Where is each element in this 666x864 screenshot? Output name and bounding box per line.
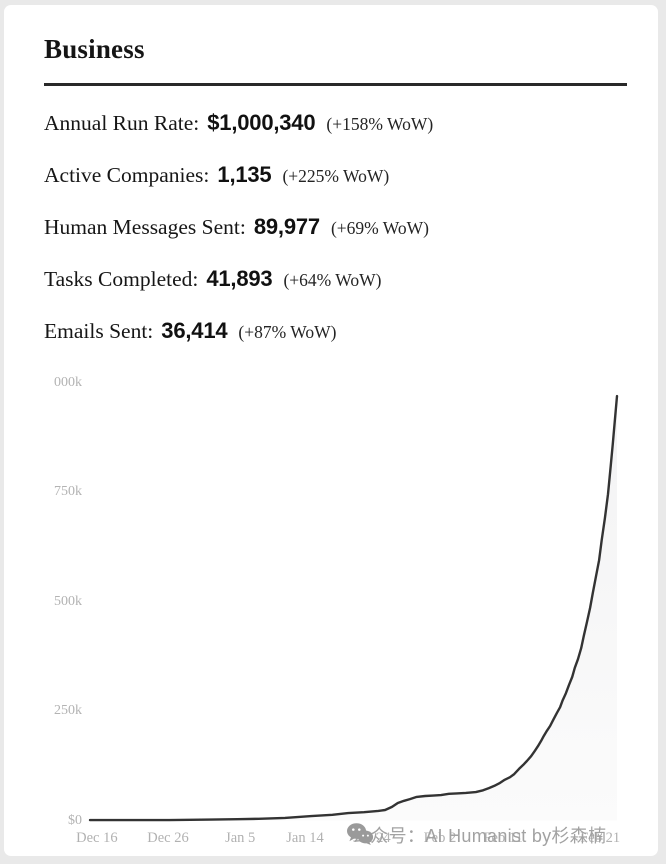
metric-annual-run-rate: Annual Run Rate: $1,000,340 (+158% WoW) bbox=[44, 110, 433, 144]
wechat-icon bbox=[347, 823, 374, 845]
metric-tasks-completed: Tasks Completed: 41,893 (+64% WoW) bbox=[44, 266, 382, 300]
metric-value: 89,977 bbox=[253, 214, 320, 239]
metric-active-companies: Active Companies: 1,135 (+225% WoW) bbox=[44, 162, 389, 196]
x-tick-label: Jan 14 bbox=[286, 830, 324, 846]
metric-label: Emails Sent: bbox=[44, 319, 154, 343]
x-tick-label: Dec 16 bbox=[76, 830, 118, 846]
metric-wow-change: (+225% WoW) bbox=[282, 166, 390, 186]
metric-wow-change: (+158% WoW) bbox=[326, 114, 434, 134]
metric-value: 36,414 bbox=[161, 318, 228, 343]
metric-label: Annual Run Rate: bbox=[44, 111, 200, 135]
watermark: 公众号：AI Humanist by杉森楠 bbox=[346, 822, 606, 848]
y-tick-label: 250k bbox=[54, 703, 82, 719]
x-tick-label: Feb 21 bbox=[580, 830, 621, 846]
y-tick-label: 750k bbox=[54, 484, 82, 500]
metric-value: 41,893 bbox=[206, 266, 273, 291]
y-tick-label: 000k bbox=[54, 375, 82, 390]
metric-wow-change: (+69% WoW) bbox=[330, 218, 429, 238]
metric-wow-change: (+87% WoW) bbox=[238, 322, 337, 342]
metric-wow-change: (+64% WoW) bbox=[283, 270, 382, 290]
x-tick-label: Feb 11 bbox=[483, 830, 523, 846]
run-rate-chart: 000k 750k 500k 250k $0 Dec 16 Dec 26 Jan 5 Jan … bbox=[0, 360, 666, 864]
x-tick-label: Feb 2 bbox=[423, 830, 457, 846]
area-fill bbox=[90, 396, 617, 821]
report-card bbox=[4, 5, 658, 856]
watermark-text: 公众号：AI Humanist by杉森楠 bbox=[352, 826, 607, 846]
metric-human-messages: Human Messages Sent: 89,977 (+69% WoW) bbox=[44, 214, 429, 248]
series-line bbox=[88, 394, 619, 822]
title-divider bbox=[44, 83, 627, 86]
metric-emails-sent: Emails Sent: 36,414 (+87% WoW) bbox=[44, 318, 336, 352]
metric-label: Active Companies: bbox=[44, 163, 210, 187]
metric-label: Tasks Completed: bbox=[44, 267, 199, 291]
metric-value: 1,135 bbox=[217, 162, 272, 187]
y-tick-label: $0 bbox=[68, 812, 82, 828]
x-tick-label: Dec 26 bbox=[147, 830, 189, 846]
x-tick-label: Jan 5 bbox=[225, 830, 256, 846]
page-title: Business bbox=[44, 34, 145, 64]
y-tick-label: 500k bbox=[54, 593, 82, 609]
line-chart-canvas bbox=[88, 394, 619, 822]
metric-label: Human Messages Sent: bbox=[44, 215, 246, 239]
metric-value: $1,000,340 bbox=[207, 110, 316, 135]
